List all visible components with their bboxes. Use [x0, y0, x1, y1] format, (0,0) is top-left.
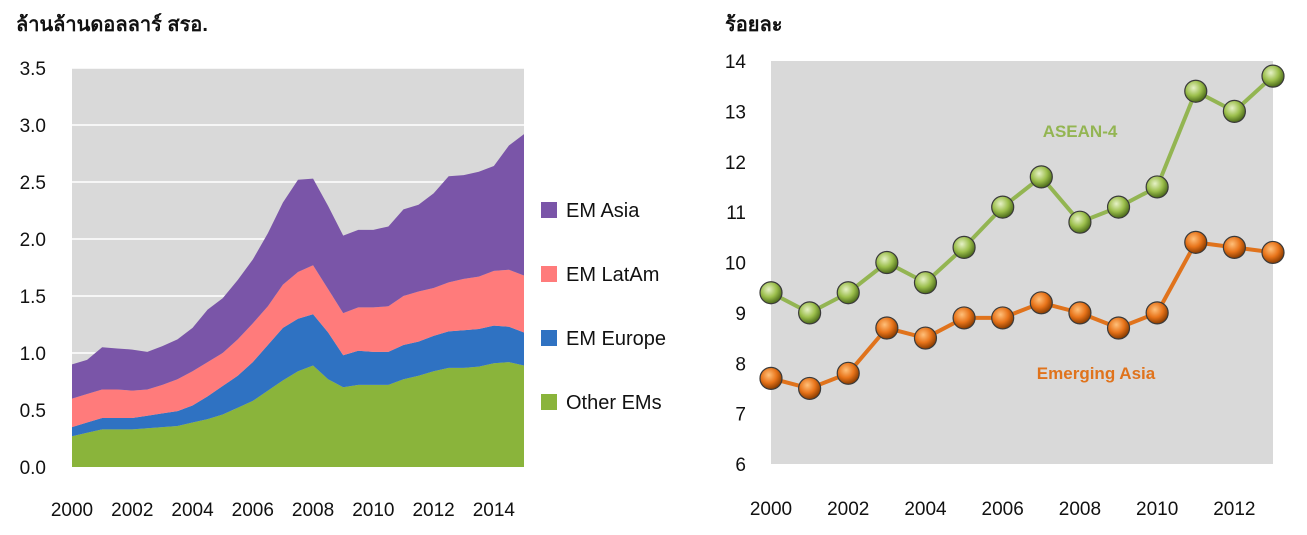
- left-y-tick-label: 1.5: [20, 287, 46, 308]
- left-y-tick-label: 0.0: [20, 458, 46, 479]
- right-y-tick-label: 7: [735, 405, 746, 426]
- right-line-series: [759, 64, 1285, 401]
- right-x-tick-label: 2008: [1059, 499, 1101, 520]
- point-asean-4: [1029, 165, 1053, 189]
- point-emerging-asia: [875, 316, 899, 340]
- left-y-tick-labels: 0.0 0.5 1.0 1.5 2.0 2.5 3.0 3.5: [20, 59, 46, 479]
- legend-swatch: [541, 266, 557, 282]
- left-y-unit-label: ล้านล้านดอลลาร์ สรอ.: [16, 13, 208, 36]
- series-label-asean4: ASEAN-4: [1043, 122, 1118, 141]
- point-asean-4: [1068, 210, 1092, 234]
- left-x-tick-label: 2004: [171, 500, 214, 521]
- legend-label: Other EMs: [566, 392, 662, 414]
- right-y-tick-label: 10: [725, 254, 746, 275]
- right-y-tick-label: 9: [735, 304, 746, 325]
- point-asean-4: [1261, 64, 1285, 88]
- point-emerging-asia: [913, 326, 938, 350]
- left-x-tick-label: 2012: [412, 500, 454, 521]
- point-asean-4: [952, 235, 976, 259]
- right-y-tick-label: 11: [726, 203, 746, 224]
- right-y-tick-label: 6: [735, 455, 746, 476]
- point-emerging-asia: [759, 366, 783, 390]
- right-x-tick-label: 2006: [982, 499, 1024, 520]
- right-y-unit-label: ร้อยละ: [725, 13, 782, 36]
- area-em-europe: [72, 314, 524, 437]
- area-em-latam: [72, 265, 524, 428]
- point-emerging-asia: [836, 361, 860, 385]
- legend-label: EM Europe: [566, 328, 666, 350]
- point-emerging-asia: [1029, 291, 1053, 315]
- point-asean-4: [759, 281, 783, 305]
- left-area-series: [72, 134, 524, 467]
- left-x-tick-label: 2010: [352, 500, 394, 521]
- right-y-tick-labels: 6 7 8 9 10 11 12 13 14: [725, 52, 747, 476]
- legend-label: EM LatAm: [566, 264, 659, 286]
- point-asean-4: [1222, 99, 1246, 123]
- legend-label: EM Asia: [566, 200, 640, 222]
- left-y-tick-label: 2.0: [20, 230, 46, 251]
- left-chart: ล้านล้านดอลลาร์ สรอ. 0.0 0.5 1.0 1.5 2.0 2.5 3…: [16, 13, 666, 521]
- left-x-tick-labels: 2000 2002 2004 2006 2008 2010 2012 2014: [51, 500, 516, 521]
- point-asean-4: [875, 250, 899, 275]
- right-y-tick-label: 8: [735, 354, 746, 375]
- point-emerging-asia: [1068, 301, 1092, 325]
- left-legend: EM Asia EM LatAm EM Europe Other EMs: [541, 200, 666, 414]
- point-emerging-asia: [952, 306, 976, 330]
- series-label-emerging-asia: Emerging Asia: [1037, 364, 1156, 383]
- point-asean-4: [913, 271, 938, 295]
- point-emerging-asia: [1184, 230, 1208, 254]
- point-emerging-asia: [1145, 301, 1169, 325]
- point-emerging-asia: [1106, 316, 1131, 340]
- left-x-tick-label: 2006: [232, 500, 274, 521]
- left-x-tick-label: 2000: [51, 500, 93, 521]
- left-y-tick-label: 3.0: [20, 116, 46, 137]
- legend-swatch: [541, 202, 557, 218]
- legend-swatch: [541, 394, 557, 410]
- right-x-tick-label: 2012: [1213, 499, 1255, 520]
- point-asean-4: [836, 281, 860, 305]
- point-asean-4: [798, 301, 822, 325]
- point-asean-4: [1184, 79, 1208, 103]
- left-y-tick-label: 3.5: [20, 59, 46, 80]
- point-emerging-asia: [1222, 235, 1246, 259]
- left-y-tick-label: 0.5: [20, 401, 46, 422]
- point-asean-4: [1106, 195, 1131, 219]
- right-x-tick-labels: 2000 2002 2004 2006 2008 2010 2012: [750, 499, 1256, 520]
- point-emerging-asia: [798, 376, 822, 401]
- left-x-tick-label: 2008: [292, 500, 334, 521]
- point-emerging-asia: [991, 306, 1015, 330]
- point-asean-4: [1145, 175, 1169, 199]
- left-x-tick-label: 2002: [111, 500, 153, 521]
- right-plot-area: [771, 61, 1273, 464]
- left-y-tick-label: 1.0: [20, 344, 46, 365]
- point-emerging-asia: [1261, 240, 1285, 265]
- area-em-asia: [72, 134, 524, 399]
- right-y-tick-label: 12: [725, 153, 746, 174]
- area-other-ems: [72, 362, 524, 467]
- right-x-tick-label: 2000: [750, 499, 792, 520]
- left-y-tick-label: 2.5: [20, 173, 46, 194]
- right-y-tick-label: 14: [725, 52, 747, 73]
- legend-swatch: [541, 330, 557, 346]
- right-x-tick-label: 2002: [827, 499, 869, 520]
- right-y-tick-label: 13: [725, 102, 746, 123]
- right-x-tick-label: 2004: [904, 499, 947, 520]
- point-asean-4: [991, 195, 1015, 219]
- right-x-tick-label: 2010: [1136, 499, 1178, 520]
- left-x-tick-label: 2014: [473, 500, 516, 521]
